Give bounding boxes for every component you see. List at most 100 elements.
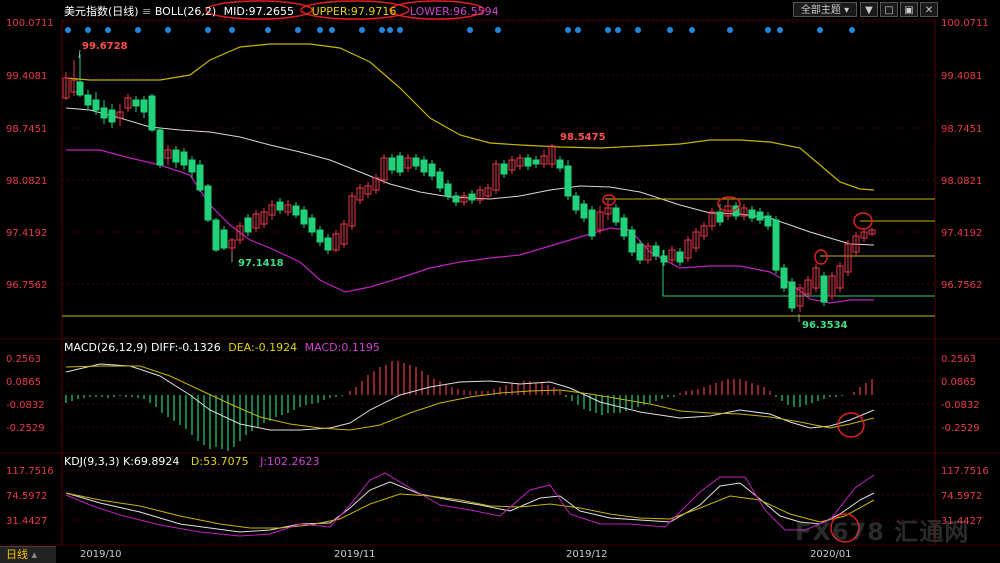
y-tick-left: 98.7451: [6, 124, 47, 135]
support-resistance-lines: [62, 198, 935, 317]
event-dot: [229, 27, 235, 33]
event-dot: [765, 27, 771, 33]
candle-body: [268, 204, 276, 216]
candle-body: [524, 157, 532, 167]
candle-body: [508, 159, 516, 171]
y-tick-left: -0.2529: [6, 423, 45, 434]
kdj-title: KDJ(9,3,3): [64, 455, 120, 468]
event-dot: [165, 27, 171, 33]
candle-body: [228, 239, 236, 249]
candle-body: [396, 155, 404, 173]
candle-body: [804, 279, 812, 295]
kdj-d: D:53.7075: [190, 455, 249, 468]
candle-body: [380, 157, 388, 181]
kdj-j-line: [65, 472, 875, 537]
event-dot: [397, 27, 403, 33]
period-tab[interactable]: 日线 ▴: [0, 546, 56, 563]
highlight-circles: [205, 0, 873, 543]
x-label-oct: 2019/10: [80, 549, 122, 560]
period-tab-label: 日线: [6, 548, 28, 561]
y-tick-right: 31.4427: [941, 516, 982, 527]
x-axis-labels: 2019/10 2019/11 2019/12 2020/01: [80, 549, 852, 560]
candle-body: [860, 231, 868, 239]
y-tick-left: 74.5972: [6, 491, 47, 502]
event-dot: [605, 27, 611, 33]
candle-body: [620, 217, 628, 237]
y-tick-right: 97.4192: [941, 228, 982, 239]
candle-body: [404, 157, 412, 169]
candle-body: [196, 164, 204, 191]
candle-body: [812, 267, 820, 289]
candle-body: [124, 97, 132, 109]
candle-body: [76, 81, 84, 96]
close-button[interactable]: ✕: [920, 2, 938, 17]
annotation-high: 99.6728: [82, 41, 128, 52]
macd-dea: DEA:-0.1924: [228, 341, 298, 354]
candle-body: [324, 237, 332, 251]
y-tick-right: 0.0865: [941, 377, 976, 388]
candle-body: [836, 265, 844, 289]
macd-diff: DIFF:-0.1326: [151, 341, 221, 354]
candle-body: [188, 159, 196, 173]
event-dot: [727, 27, 733, 33]
menu-icon[interactable]: ≡: [142, 5, 152, 18]
candle-body: [356, 187, 364, 201]
candle-body: [332, 233, 340, 251]
event-dot: [849, 27, 855, 33]
y-tick-right: 99.4081: [941, 71, 982, 82]
y-tick-right: 0.2563: [941, 354, 976, 365]
event-dot: [265, 27, 271, 33]
event-dot: [667, 27, 673, 33]
candle-body: [628, 229, 636, 253]
candle-body: [564, 165, 572, 197]
candle-body: [692, 231, 700, 249]
candle-body: [500, 163, 508, 175]
candle-body: [772, 219, 780, 271]
annotation-low2: 96.3534: [802, 320, 848, 331]
candle-body: [316, 229, 324, 243]
y-tick-right: 98.0821: [941, 176, 982, 187]
macd-value: MACD:0.1195: [304, 341, 380, 354]
theme-dropdown[interactable]: 全部主题 ▾: [793, 2, 857, 17]
y-axis-labels: 100.0711 100.0711 99.4081 99.4081 98.7451 98.…: [6, 18, 989, 527]
macd-diff-line: [65, 363, 875, 431]
boll-mid: MID:97.2655: [223, 5, 295, 18]
annotation-peak: 98.5475: [560, 132, 606, 143]
candle-body: [84, 94, 92, 106]
restore-button[interactable]: □: [880, 2, 898, 17]
candle-body: [252, 213, 260, 229]
event-dot: [565, 27, 571, 33]
candle-body: [644, 245, 652, 261]
macd-header: MACD(26,12,9) DIFF:-0.1326 DEA:-0.1924 M…: [64, 341, 380, 354]
candle-body: [484, 187, 492, 197]
candle-body: [212, 219, 220, 251]
candle-body: [284, 204, 292, 213]
candle-body: [604, 207, 612, 215]
candle-body: [708, 211, 716, 227]
candle-body: [556, 159, 564, 169]
candle-body: [132, 99, 140, 107]
price-header: 美元指数(日线) ≡ BOLL(26,2) MID:97.2655 UPPER:…: [64, 5, 499, 18]
y-tick-left: 100.0711: [6, 18, 54, 29]
event-dot: [135, 27, 141, 33]
candle-body: [108, 109, 116, 123]
candle-body: [548, 145, 556, 165]
event-dot: [495, 27, 501, 33]
minimize-button[interactable]: ▼: [860, 2, 878, 17]
event-dot: [205, 27, 211, 33]
candle-body: [492, 163, 500, 191]
candle-body: [652, 245, 660, 257]
candle-body: [364, 185, 372, 195]
candle-body: [348, 195, 356, 227]
candle-body: [540, 155, 548, 165]
candle-body: [532, 159, 540, 165]
candle-body: [276, 201, 284, 211]
kdj-header: KDJ(9,3,3) K:69.8924 D:53.7075 J:102.262…: [64, 455, 320, 468]
candle-body: [828, 275, 836, 297]
event-dots: [65, 27, 855, 33]
y-tick-right: 117.7516: [941, 466, 989, 477]
maximize-button[interactable]: ▣: [900, 2, 918, 17]
watermark: FX678 汇通网: [795, 518, 970, 546]
candle-body: [660, 255, 668, 263]
